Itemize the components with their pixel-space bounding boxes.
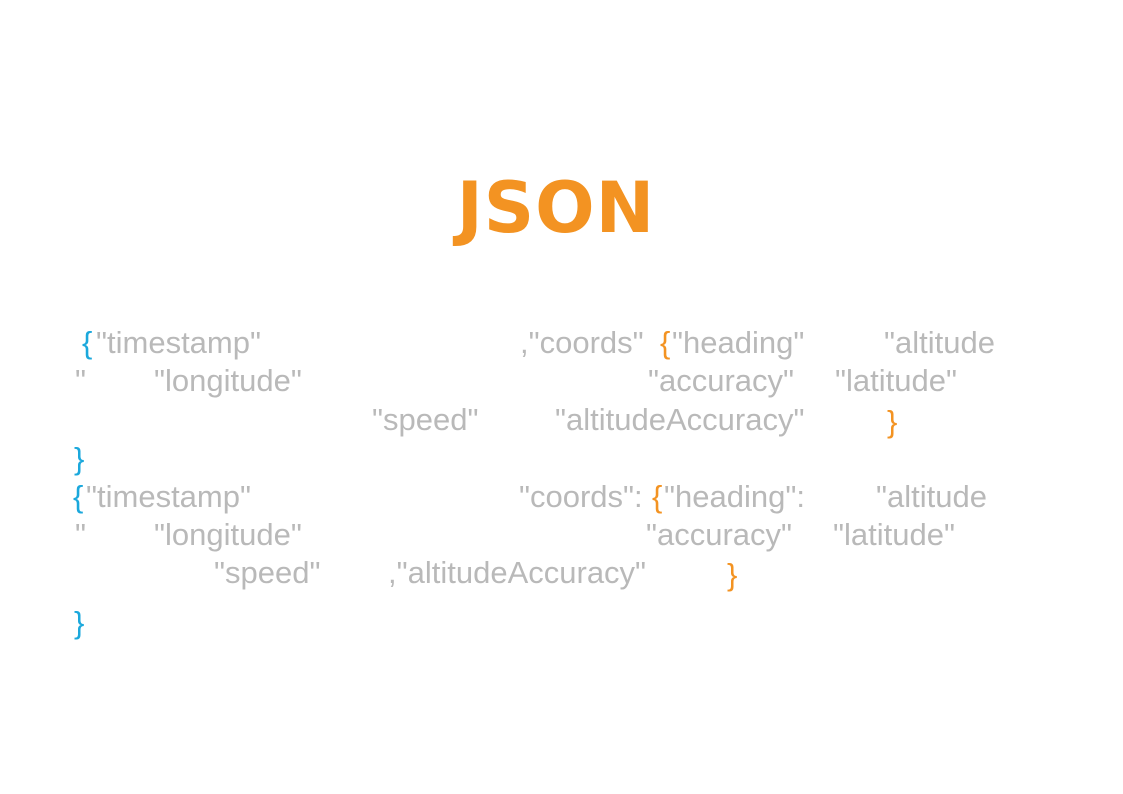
json-key-altitude-accuracy: "altitudeAccuracy" xyxy=(555,402,805,437)
json-key-speed: "speed" xyxy=(214,555,321,590)
json-brace-close-outer: } xyxy=(74,605,85,640)
json-brace-close-inner: } xyxy=(887,404,898,439)
json-key-altitude: "altitude xyxy=(876,479,987,514)
json-brace-open-inner: { xyxy=(660,325,671,360)
json-key-coords: "coords": xyxy=(519,479,643,514)
json-key-speed: "speed" xyxy=(372,402,479,437)
json-brace-open-inner: { xyxy=(652,479,663,514)
json-key-altitude-quote: " xyxy=(75,363,87,398)
json-key-latitude: "latitude" xyxy=(833,517,955,552)
page-title: JSON xyxy=(456,167,656,249)
json-key-heading: "heading": xyxy=(664,479,805,514)
json-brace-close-outer: } xyxy=(74,441,85,476)
json-key-heading: "heading" xyxy=(672,325,805,360)
json-key-altitude-accuracy: ,"altitudeAccuracy" xyxy=(388,555,647,590)
json-key-longitude: "longitude" xyxy=(154,517,302,552)
json-key-accuracy: "accuracy" xyxy=(646,517,793,552)
json-key-altitude: "altitude xyxy=(884,325,995,360)
json-brace-open-outer: { xyxy=(73,479,84,514)
json-key-accuracy: "accuracy" xyxy=(648,363,795,398)
json-key-timestamp: "timestamp" xyxy=(86,479,251,514)
json-key-timestamp: "timestamp" xyxy=(96,325,261,360)
json-key-latitude: "latitude" xyxy=(835,363,957,398)
json-brace-close-inner: } xyxy=(727,557,738,592)
json-brace-open-outer: { xyxy=(82,325,93,360)
json-key-coords: ,"coords" xyxy=(520,325,644,360)
json-key-longitude: "longitude" xyxy=(154,363,302,398)
json-key-altitude-quote: " xyxy=(75,517,87,552)
